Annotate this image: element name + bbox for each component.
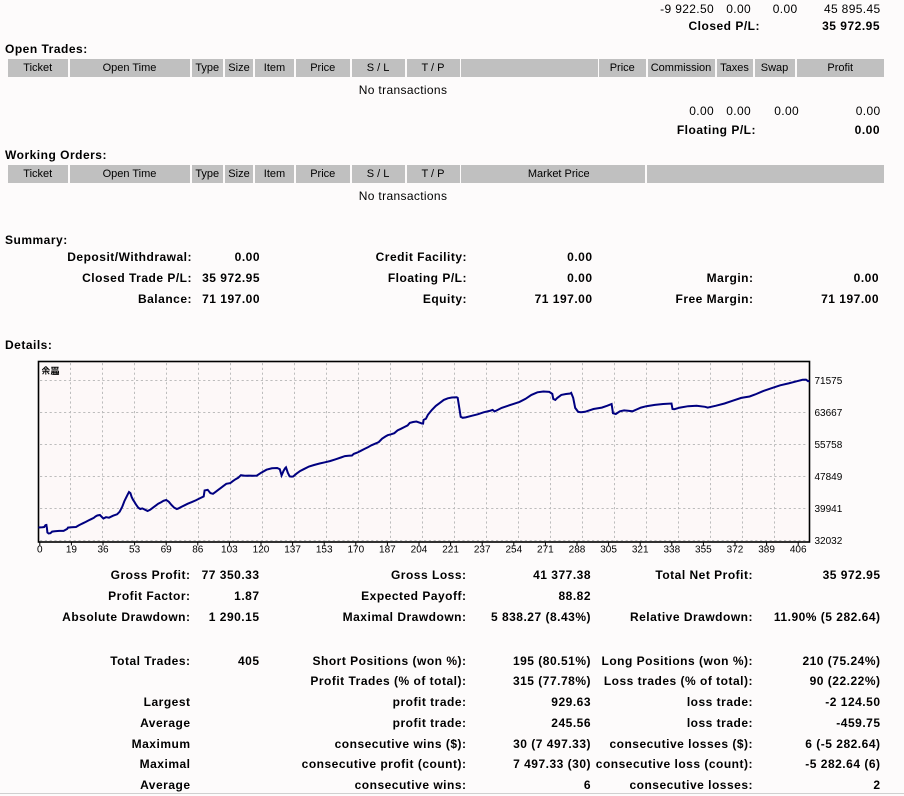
svg-text:204: 204 (411, 545, 428, 556)
svg-text:69: 69 (161, 545, 173, 556)
svg-text:103: 103 (221, 545, 238, 556)
svg-text:0: 0 (37, 545, 43, 556)
svg-text:63667: 63667 (815, 408, 843, 419)
svg-text:355: 355 (695, 545, 712, 556)
svg-text:39941: 39941 (815, 504, 843, 515)
svg-text:271: 271 (537, 545, 554, 556)
svg-text:305: 305 (600, 545, 617, 556)
svg-text:53: 53 (129, 545, 141, 556)
svg-text:221: 221 (442, 545, 459, 556)
svg-text:47849: 47849 (815, 472, 843, 483)
svg-text:372: 372 (727, 545, 744, 556)
svg-text:86: 86 (192, 545, 204, 556)
svg-text:170: 170 (347, 545, 364, 556)
svg-text:137: 137 (284, 545, 301, 556)
svg-text:19: 19 (66, 545, 78, 556)
svg-text:389: 389 (758, 545, 775, 556)
svg-text:288: 288 (569, 545, 586, 556)
svg-text:32032: 32032 (815, 536, 843, 547)
svg-text:36: 36 (97, 545, 109, 556)
svg-text:55758: 55758 (815, 440, 843, 451)
svg-text:406: 406 (790, 545, 807, 556)
svg-text:187: 187 (379, 545, 396, 556)
svg-text:237: 237 (474, 545, 491, 556)
svg-text:71575: 71575 (815, 376, 843, 387)
svg-text:338: 338 (663, 545, 680, 556)
svg-text:153: 153 (316, 545, 333, 556)
svg-text:321: 321 (632, 545, 649, 556)
svg-text:120: 120 (253, 545, 270, 556)
svg-text:254: 254 (505, 545, 522, 556)
